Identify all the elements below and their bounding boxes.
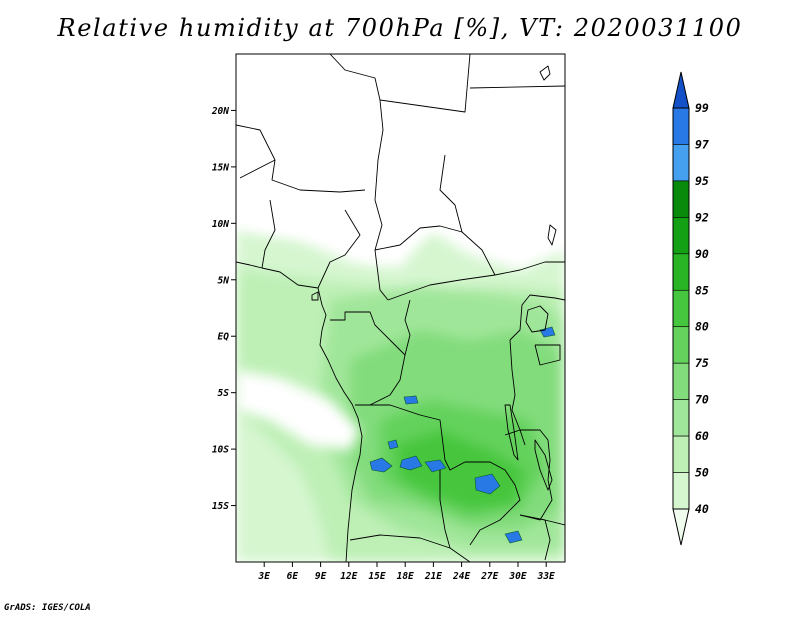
colorbar-top-triangle (672, 71, 690, 109)
colorbar-segment (672, 435, 690, 473)
colorbar-segment (672, 107, 690, 145)
saturated-pocket (403, 395, 419, 405)
saturated-pockets (369, 326, 556, 544)
lon-tick-label: 18E (397, 571, 414, 582)
lake-shore (534, 439, 553, 491)
colorbar-segment (672, 217, 690, 255)
longitude-axis: 3E 6E 9E 12E 15E 18E 21E 24E 27E 30E 33E (257, 562, 555, 582)
border-line (261, 199, 276, 269)
saturated-pocket (399, 455, 423, 471)
coastline (236, 261, 363, 562)
saturated-pocket (539, 326, 556, 338)
lake-shore (504, 404, 519, 461)
coastline (311, 291, 319, 301)
colorbar-segment (672, 144, 690, 182)
saturated-pocket (387, 439, 399, 450)
lat-tick-label: 15N (212, 162, 229, 173)
colorbar-segment (672, 399, 690, 437)
border-line (236, 124, 276, 179)
colorbar: 40 50 60 70 75 80 85 90 92 95 97 99 (672, 71, 709, 546)
lat-tick-label: 5N (218, 275, 230, 286)
border-line (389, 299, 411, 356)
colorbar-bottom-triangle (672, 508, 690, 546)
lon-tick-label: 9E (315, 571, 327, 582)
lat-tick-label: 20N (211, 106, 229, 117)
colorbar-segment (672, 326, 690, 364)
saturated-pocket (504, 530, 523, 544)
colorbar-level-label: 70 (695, 393, 709, 407)
lon-tick-label: 24E (452, 571, 470, 582)
border-line (439, 470, 451, 549)
colorbar-level-label: 90 (695, 247, 709, 261)
border-line (509, 339, 526, 446)
coastline (547, 224, 557, 246)
dry-northern-region (236, 54, 565, 262)
colorbar-level-label: 60 (695, 429, 709, 443)
lon-tick-label: 33E (537, 571, 555, 582)
lat-tick-label: 15S (212, 501, 229, 512)
humidity-field (236, 54, 565, 562)
border-line (355, 404, 506, 471)
border-line (330, 311, 391, 341)
border-line (544, 519, 551, 561)
lon-tick-label: 21E (424, 571, 442, 582)
dry-ocean-tongue (236, 370, 360, 450)
lon-tick-label: 27E (480, 571, 498, 582)
colorbar-outline (672, 107, 690, 510)
lake-shore (525, 305, 549, 333)
border-line (469, 469, 521, 546)
border-line (271, 159, 366, 193)
colorbar-level-label: 80 (695, 320, 709, 334)
saturated-pocket (424, 459, 447, 473)
border-line (349, 534, 471, 562)
latitude-axis: 20N 15N 10N 5N EQ 5S 10S 15S (211, 106, 236, 512)
page-title: Relative humidity at 700hPa [%], VT: 202… (57, 14, 743, 42)
lat-tick-label: 5S (218, 388, 230, 399)
saturated-pocket (369, 457, 393, 473)
colorbar-level-label: 99 (695, 101, 709, 115)
border-line (317, 209, 361, 289)
border-line (374, 225, 463, 251)
border-line (534, 344, 561, 366)
border-line (509, 294, 565, 341)
lon-tick-label: 6E (287, 571, 299, 582)
border-line (439, 154, 496, 276)
colorbar-level-label: 85 (695, 283, 709, 297)
lon-tick-label: 15E (368, 571, 385, 582)
saturated-pocket (474, 473, 501, 495)
coastline (539, 65, 551, 81)
border-line (387, 261, 565, 301)
colorbar-segment (672, 180, 690, 218)
lon-tick-label: 30E (508, 571, 526, 582)
colorbar-level-label: 75 (695, 356, 709, 370)
lat-tick-label: 10S (212, 445, 229, 456)
lon-tick-label: 12E (340, 571, 357, 582)
colorbar-segment (672, 472, 690, 510)
colorbar-level-label: 50 (695, 466, 709, 480)
colorbar-level-label: 97 (695, 137, 709, 151)
colorbar-level-label: 95 (695, 174, 709, 188)
lat-tick-label: EQ (218, 332, 230, 343)
colorbar-segment (672, 362, 690, 400)
border-line (504, 429, 553, 521)
colorbar-level-label: 92 (695, 210, 709, 224)
colorbar-segment (672, 253, 690, 291)
lon-tick-label: 3E (257, 571, 270, 582)
credit-label: GrADS: IGES/COLA (4, 603, 91, 613)
border-line (379, 54, 471, 113)
lat-tick-label: 10N (212, 219, 229, 230)
border-line (329, 54, 389, 301)
border-line (469, 85, 565, 89)
political-boundaries (236, 54, 565, 562)
colorbar-level-label: 40 (695, 502, 709, 516)
map-frame (235, 53, 566, 563)
colorbar-segment (672, 289, 690, 328)
